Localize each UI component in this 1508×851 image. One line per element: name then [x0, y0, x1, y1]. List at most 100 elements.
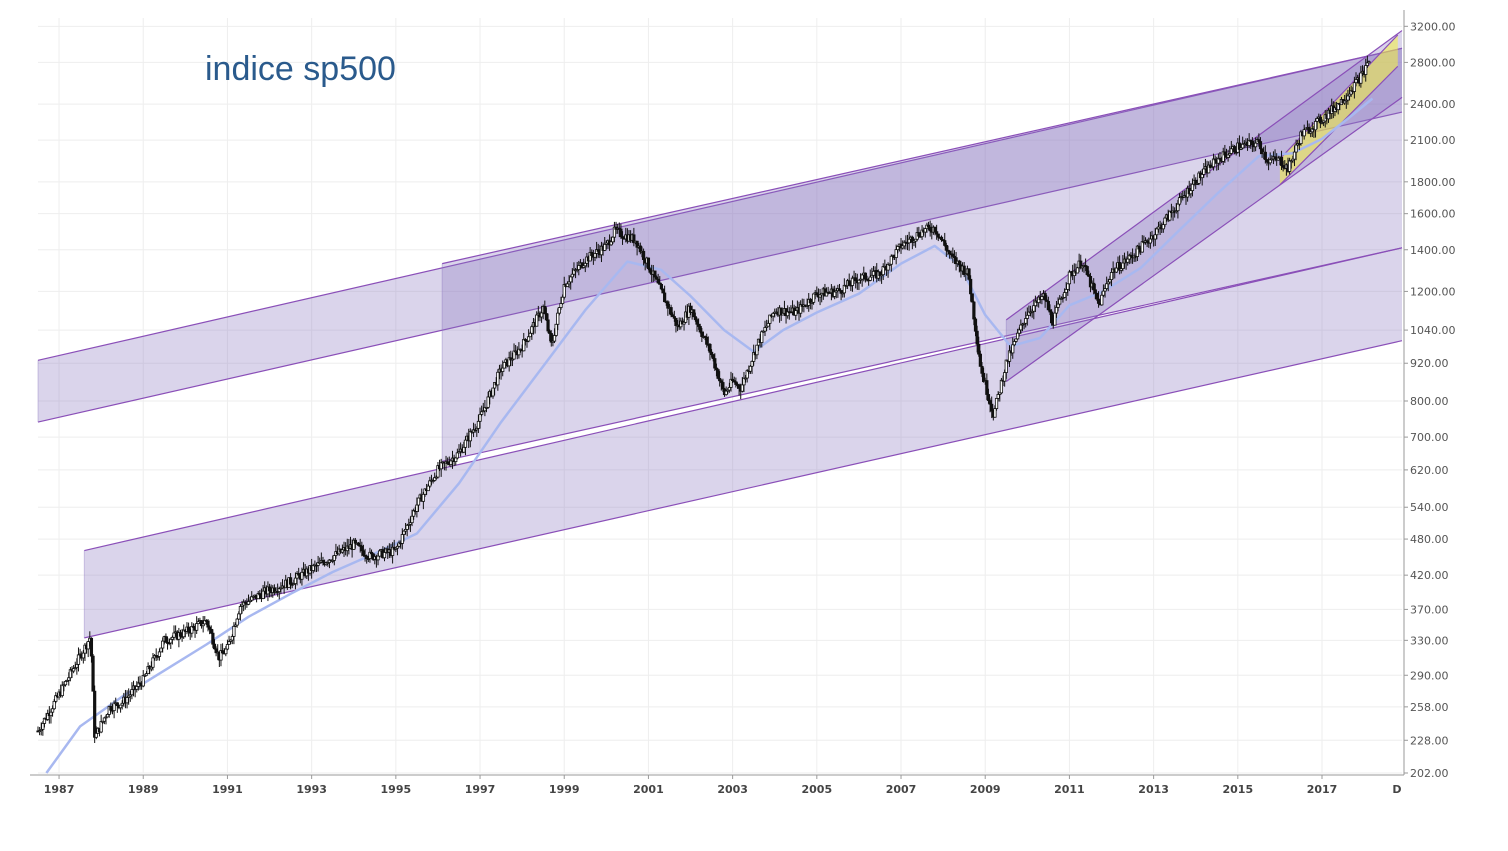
candle-body [1313, 120, 1318, 131]
x-tick-label: 2001 [633, 783, 664, 796]
candle-body [557, 307, 561, 314]
candle-body [42, 717, 47, 724]
candle-body [72, 668, 76, 672]
candle-body [766, 322, 770, 327]
candle-body [711, 354, 715, 359]
candle-body [512, 350, 516, 360]
candle-body [993, 408, 997, 418]
candle-body [112, 702, 116, 711]
candle-body [94, 732, 98, 738]
x-tail-label: D [1392, 783, 1401, 796]
candle-body [261, 590, 265, 599]
x-tick-label: 2017 [1307, 783, 1338, 796]
candle-body [300, 571, 304, 580]
candle-body [896, 246, 900, 251]
candle-body [201, 623, 205, 627]
candle-body [1315, 118, 1319, 122]
candle-body [93, 690, 97, 738]
candle-body [1367, 61, 1371, 64]
candle-body [674, 317, 678, 327]
candle-body [1148, 238, 1152, 244]
grid [38, 18, 1402, 774]
candle-body [178, 632, 183, 637]
candle-body [1043, 293, 1047, 301]
candle-body [476, 420, 481, 429]
candle-body [546, 319, 550, 332]
channel-upper-line-mid-span [442, 47, 1403, 265]
candle-body [1365, 62, 1369, 66]
candle-body [293, 577, 298, 584]
candle-body [854, 277, 858, 282]
candle-body [871, 270, 876, 276]
candle-body [54, 695, 58, 702]
candle-body [1299, 131, 1303, 145]
channel-band-mid-span [442, 48, 1402, 462]
candle-body [1075, 267, 1080, 274]
candle-body [186, 626, 191, 633]
y-tick-label: 228.00 [1410, 734, 1449, 747]
candle-body [1014, 338, 1018, 342]
candle-body [86, 641, 90, 650]
candle-body [1050, 311, 1054, 324]
candle-body [559, 303, 563, 308]
y-tick-label: 1200.00 [1410, 285, 1456, 298]
candle-body [562, 284, 566, 298]
candle-body [522, 338, 526, 352]
candle-body [267, 586, 272, 592]
candle-body [748, 365, 753, 372]
candle-body [923, 228, 927, 233]
candle-body [1202, 168, 1206, 175]
candle-body [1354, 79, 1358, 84]
candle-body [1364, 65, 1368, 75]
candle-body [1268, 159, 1272, 164]
candle-body [1292, 151, 1297, 160]
candle-body [1064, 288, 1068, 293]
candle-body [161, 640, 165, 649]
x-tick-label: 2009 [970, 783, 1001, 796]
candle-body [81, 652, 85, 659]
candle-body [565, 283, 570, 287]
candle-body [91, 655, 95, 692]
candle-body [552, 335, 557, 342]
candle-body [1056, 303, 1060, 308]
candle-body [729, 378, 733, 388]
candle-body [1016, 332, 1020, 340]
candle-body [1101, 290, 1106, 296]
candle-body [1105, 283, 1109, 289]
candle-body [130, 689, 134, 696]
candle-body [144, 673, 149, 676]
candle-body [76, 654, 81, 665]
candle-body [169, 638, 173, 644]
candle-body [1114, 267, 1118, 273]
candle-body [60, 684, 64, 697]
candle-body [1346, 95, 1350, 101]
candle-body [973, 318, 978, 332]
candle-body [907, 238, 911, 244]
candle-body [99, 721, 103, 733]
candle-body [486, 396, 490, 408]
candle-body [1092, 282, 1096, 291]
candle-body [104, 716, 108, 719]
channel-lower-line-lower [84, 340, 1403, 639]
candle-body [1176, 203, 1180, 212]
candle-body [860, 274, 864, 280]
candle-body [1304, 127, 1308, 131]
candle-body [698, 326, 702, 333]
y-tick-label: 540.00 [1410, 501, 1449, 514]
candle-body [378, 550, 382, 557]
x-tick-label: 2003 [717, 783, 748, 796]
x-tick-label: 2013 [1138, 783, 1169, 796]
candle-body [539, 312, 544, 318]
candle-body [49, 711, 53, 717]
candle-body [886, 263, 890, 271]
candle-body [1163, 217, 1167, 226]
candle-body [700, 331, 704, 337]
candle-body [682, 321, 686, 325]
candle-body [737, 384, 741, 389]
y-tick-label: 1040.00 [1410, 324, 1456, 337]
axes: 202.00 228.00 258.00 290.00 330.00 370.00 420.… [30, 10, 1456, 796]
x-tick-label: 2011 [1054, 783, 1085, 796]
candle-body [376, 555, 380, 561]
candle-body [1318, 116, 1322, 124]
candle-body [496, 371, 500, 386]
